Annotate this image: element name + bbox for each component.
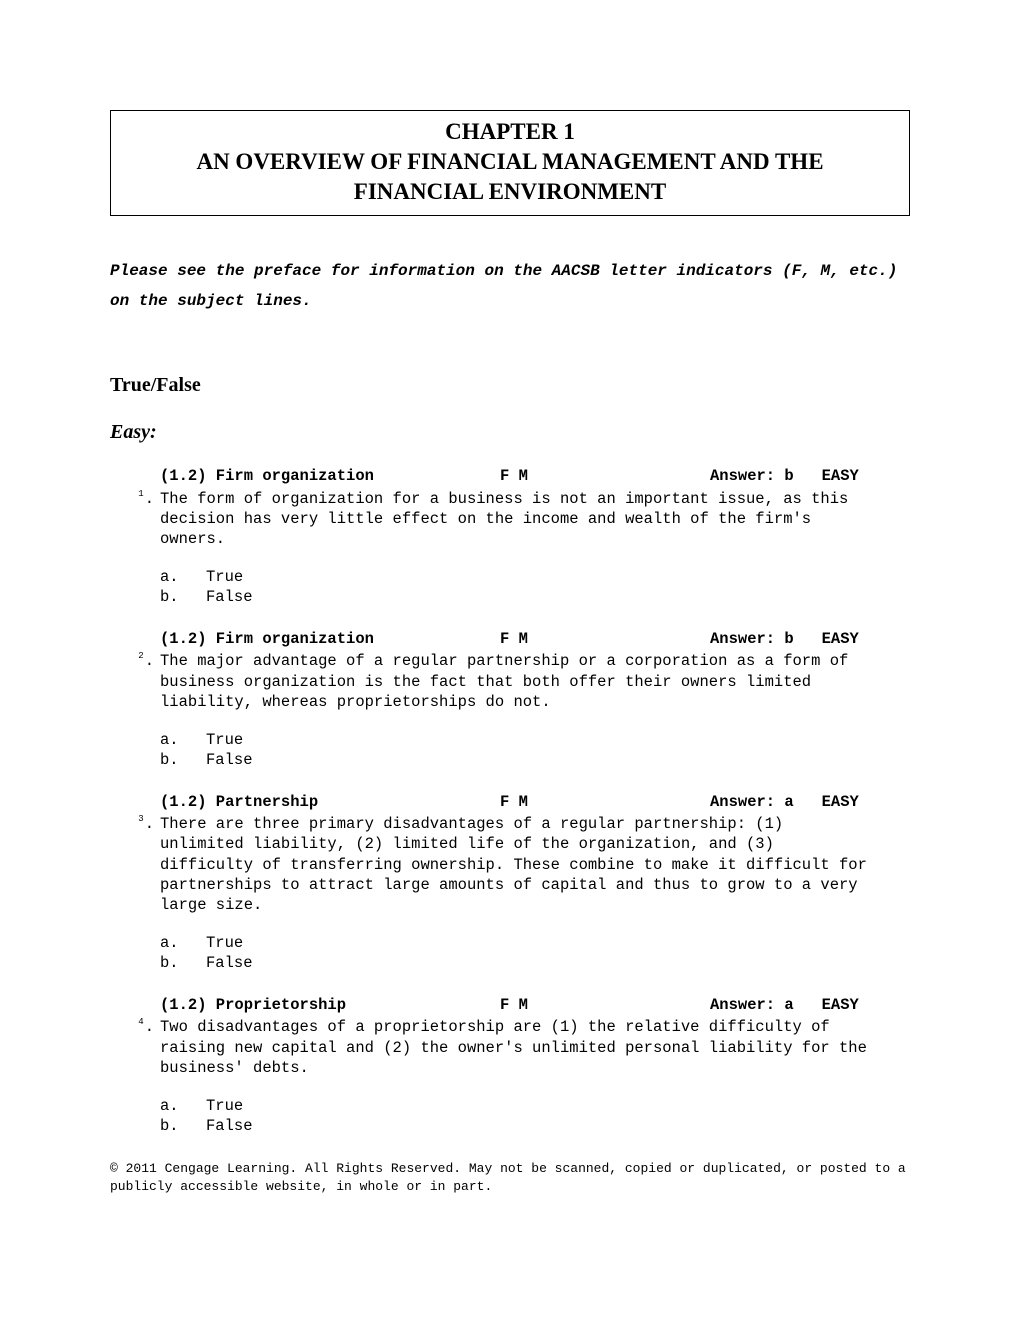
question-text-column: The major advantage of a regular partner… [160,651,910,770]
question-topic: (1.2) Proprietorship [160,995,500,1015]
chapter-header: CHAPTER 1 AN OVERVIEW OF FINANCIAL MANAG… [110,110,910,216]
section-heading: True/False [110,374,910,397]
option-letter: b. [160,750,206,770]
question-option: a. True [160,730,870,750]
option-label: True [206,1096,243,1116]
question-block: (1.2) Proprietorship F M Answer: a EASY … [110,995,910,1136]
option-label: True [206,933,243,953]
option-letter: a. [160,1096,206,1116]
question-text-column: The form of organization for a business … [160,489,910,608]
question-code: F M [500,466,690,486]
question-option: b. False [160,1116,870,1136]
question-block: (1.2) Partnership F M Answer: a EASY 3. … [110,792,910,973]
chapter-title-line2: FINANCIAL ENVIRONMENT [121,177,899,207]
difficulty-heading: Easy: [110,421,910,444]
question-option: b. False [160,750,870,770]
question-number: 3. [110,814,160,834]
question-option: b. False [160,587,870,607]
option-label: True [206,730,243,750]
option-label: False [206,1116,253,1136]
question-number: 4. [110,1017,160,1037]
question-option: a. True [160,1096,870,1116]
option-letter: b. [160,587,206,607]
option-letter: a. [160,567,206,587]
option-label: False [206,750,253,770]
option-label: False [206,587,253,607]
question-text: The form of organization for a business … [160,489,870,549]
question-option: a. True [160,567,870,587]
option-letter: a. [160,933,206,953]
question-text-column: There are three primary disadvantages of… [160,814,910,973]
answer-label: Answer: a [710,793,794,811]
question-header: (1.2) Firm organization F M Answer: b EA… [110,466,910,486]
question-answer: Answer: b EASY [690,629,910,649]
question-code: F M [500,995,690,1015]
question-header: (1.2) Firm organization F M Answer: b EA… [110,629,910,649]
question-number: 1. [110,489,160,509]
question-body: 1. The form of organization for a busine… [110,489,910,608]
question-number: 2. [110,651,160,671]
difficulty-label: EASY [822,630,859,648]
question-topic: (1.2) Partnership [160,792,500,812]
option-label: True [206,567,243,587]
question-topic: (1.2) Firm organization [160,466,500,486]
option-letter: b. [160,953,206,973]
question-text: Two disadvantages of a proprietorship ar… [160,1017,870,1077]
question-block: (1.2) Firm organization F M Answer: b EA… [110,466,910,607]
question-option: a. True [160,933,870,953]
answer-label: Answer: b [710,630,794,648]
question-code: F M [500,792,690,812]
question-code: F M [500,629,690,649]
chapter-title-line1: AN OVERVIEW OF FINANCIAL MANAGEMENT AND … [121,147,899,177]
question-option: b. False [160,953,870,973]
question-body: 2. The major advantage of a regular part… [110,651,910,770]
answer-label: Answer: b [710,467,794,485]
question-answer: Answer: b EASY [690,466,910,486]
answer-label: Answer: a [710,996,794,1014]
option-letter: a. [160,730,206,750]
difficulty-label: EASY [822,793,859,811]
question-answer: Answer: a EASY [690,792,910,812]
difficulty-label: EASY [822,467,859,485]
question-body: 4. Two disadvantages of a proprietorship… [110,1017,910,1136]
question-topic: (1.2) Firm organization [160,629,500,649]
question-header: (1.2) Proprietorship F M Answer: a EASY [110,995,910,1015]
question-text: There are three primary disadvantages of… [160,814,870,915]
footer-copyright: © 2011 Cengage Learning. All Rights Rese… [110,1160,910,1196]
option-label: False [206,953,253,973]
question-answer: Answer: a EASY [690,995,910,1015]
question-body: 3. There are three primary disadvantages… [110,814,910,973]
difficulty-label: EASY [822,996,859,1014]
question-header: (1.2) Partnership F M Answer: a EASY [110,792,910,812]
question-text: The major advantage of a regular partner… [160,651,870,711]
question-text-column: Two disadvantages of a proprietorship ar… [160,1017,910,1136]
option-letter: b. [160,1116,206,1136]
preface-note: Please see the preface for information o… [110,256,910,317]
question-block: (1.2) Firm organization F M Answer: b EA… [110,629,910,770]
chapter-number: CHAPTER 1 [121,117,899,147]
